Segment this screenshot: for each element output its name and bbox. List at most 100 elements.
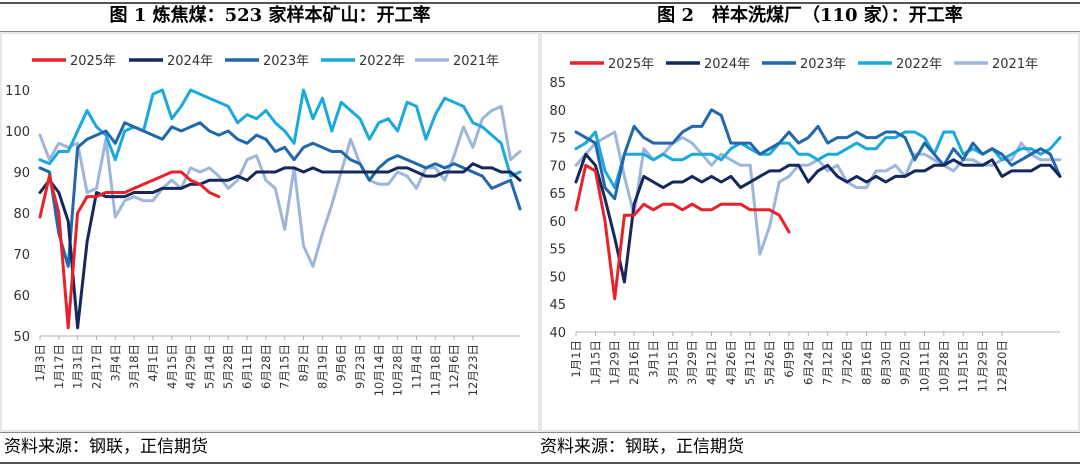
x-tick-label: 9月6日 xyxy=(334,344,348,382)
x-axis: 1月1日 1月15日 1月29日 2月16日 3月1日 3月15日 3月29日 4月12日 4月… xyxy=(569,332,1009,392)
x-tick-label: 9月20日 xyxy=(898,340,912,385)
series-group xyxy=(38,88,522,330)
series-group xyxy=(574,108,1062,301)
chart-border xyxy=(540,32,1080,432)
x-tick-label: 5月12日 xyxy=(743,340,757,385)
chart-2-title: 图 2 样本洗煤厂（110 家）：开工率 xyxy=(657,5,963,26)
x-tick-label: 1月1日 xyxy=(569,340,583,378)
y-tick-label: 70 xyxy=(549,159,566,174)
y-tick-label: 70 xyxy=(13,248,30,263)
chart-1: 50 60 70 80 90 100 110 1月3日 1月17日 1月31日 2月17日 3月4日 3… xyxy=(0,32,540,432)
y-tick-label: 80 xyxy=(13,207,30,222)
x-tick-label: 1月17日 xyxy=(52,344,66,389)
x-tick-label: 4月26日 xyxy=(724,340,738,385)
title-rule xyxy=(0,31,1080,32)
legend-label: 2024年 xyxy=(704,57,750,72)
y-tick-label: 80 xyxy=(549,104,566,119)
top-rule xyxy=(0,2,1080,4)
x-tick-label: 3月18日 xyxy=(127,344,141,389)
x-tick-label: 10月28日 xyxy=(391,344,405,396)
x-tick-label: 5月26日 xyxy=(763,340,777,385)
series-line-2024年 xyxy=(38,162,522,330)
y-tick-label: 85 xyxy=(549,76,566,91)
legend-label: 2023年 xyxy=(800,57,846,72)
x-tick-label: 3月1日 xyxy=(646,340,660,378)
y-tick-label: 55 xyxy=(549,243,566,258)
x-tick-label: 10月28日 xyxy=(937,340,951,392)
x-tick-label: 8月2日 xyxy=(297,344,311,382)
series-line-2021年 xyxy=(38,104,522,268)
legend-label: 2022年 xyxy=(359,54,405,69)
x-tick-label: 2月16日 xyxy=(627,340,641,385)
x-tick-label: 4月1日 xyxy=(146,344,160,382)
legend-label: 2025年 xyxy=(70,54,116,69)
x-tick-label: 5月28日 xyxy=(221,344,235,389)
y-tick-label: 65 xyxy=(549,187,566,202)
legend: 2025年 2024年 2023年 2022年 2021年 xyxy=(570,57,1038,72)
x-tick-label: 1月31日 xyxy=(71,344,85,389)
x-tick-label: 10月11日 xyxy=(917,340,931,392)
y-tick-label: 45 xyxy=(549,298,566,313)
series-line-2024年 xyxy=(574,152,1062,284)
x-tick-label: 6月11日 xyxy=(240,344,254,389)
x-tick-label: 3月29日 xyxy=(685,340,699,385)
x-tick-label: 4月29日 xyxy=(184,344,198,389)
x-tick-label: 3月4日 xyxy=(108,344,122,382)
chart-2: 40 45 50 55 60 65 70 75 80 85 1月1日 1月15日 1月29日 2月16日 3… xyxy=(540,32,1080,432)
source-rule xyxy=(0,432,1080,433)
legend-label: 2021年 xyxy=(992,57,1038,72)
x-tick-label: 1月3日 xyxy=(33,344,47,382)
y-tick-label: 110 xyxy=(5,84,30,99)
chart-border xyxy=(0,32,540,432)
series-line-2025年 xyxy=(38,170,221,330)
series-line-2025年 xyxy=(574,163,791,301)
x-tick-label: 1月29日 xyxy=(608,340,622,385)
series-line-2022年 xyxy=(38,88,522,178)
y-tick-label: 50 xyxy=(549,270,566,285)
x-tick-label: 6月24日 xyxy=(801,340,815,385)
bottom-rule xyxy=(0,462,1080,464)
legend-label: 2024年 xyxy=(167,54,213,69)
y-tick-label: 75 xyxy=(549,132,566,147)
x-tick-label: 6月9日 xyxy=(782,340,796,378)
chart-1-title: 图 1 炼焦煤：523 家样本矿山：开工率 xyxy=(109,5,431,26)
x-tick-label: 6月28日 xyxy=(259,344,273,389)
legend-label: 2022年 xyxy=(896,57,942,72)
legend-label: 2025年 xyxy=(608,57,654,72)
y-tick-label: 60 xyxy=(13,289,30,304)
x-tick-label: 8月30日 xyxy=(879,340,893,385)
x-tick-label: 11月18日 xyxy=(428,344,442,396)
series-line-2023年 xyxy=(574,108,1062,201)
y-tick-label: 60 xyxy=(549,215,566,230)
x-tick-label: 7月12日 xyxy=(821,340,835,385)
legend-label: 2021年 xyxy=(453,54,499,69)
x-tick-label: 11月29日 xyxy=(976,340,990,392)
x-tick-label: 12月6日 xyxy=(447,344,461,389)
x-tick-label: 10月14日 xyxy=(372,344,386,396)
x-tick-label: 12月20日 xyxy=(995,340,1009,392)
y-tick-label: 50 xyxy=(13,330,30,345)
x-tick-label: 7月26日 xyxy=(840,340,854,385)
x-tick-label: 3月15日 xyxy=(666,340,680,385)
chart-1-source: 资料来源：钢联，正信期货 xyxy=(4,437,208,457)
x-tick-label: 2月17日 xyxy=(89,344,103,389)
x-axis: 1月3日 1月17日 1月31日 2月17日 3月4日 3月18日 4月1日 4月15日 4月2… xyxy=(33,336,480,396)
x-tick-label: 11月15日 xyxy=(956,340,970,392)
x-tick-label: 5月14日 xyxy=(202,344,216,389)
x-tick-label: 4月15日 xyxy=(165,344,179,389)
x-tick-label: 4月12日 xyxy=(705,340,719,385)
x-tick-label: 7月15日 xyxy=(278,344,292,389)
legend-label: 2023年 xyxy=(263,54,309,69)
x-tick-label: 8月19日 xyxy=(315,344,329,389)
y-tick-label: 100 xyxy=(5,125,30,140)
legend: 2025年 2024年 2023年 2022年 2021年 xyxy=(32,54,499,69)
x-tick-label: 9月23日 xyxy=(353,344,367,389)
y-axis: 50 60 70 80 90 100 110 xyxy=(5,84,30,345)
x-tick-label: 12月23日 xyxy=(466,344,480,396)
y-tick-label: 40 xyxy=(549,326,566,341)
x-tick-label: 1月15日 xyxy=(588,340,602,385)
y-axis: 40 45 50 55 60 65 70 75 80 85 xyxy=(549,76,566,341)
series-line-2023年 xyxy=(38,121,522,268)
x-tick-label: 11月4日 xyxy=(409,344,423,389)
